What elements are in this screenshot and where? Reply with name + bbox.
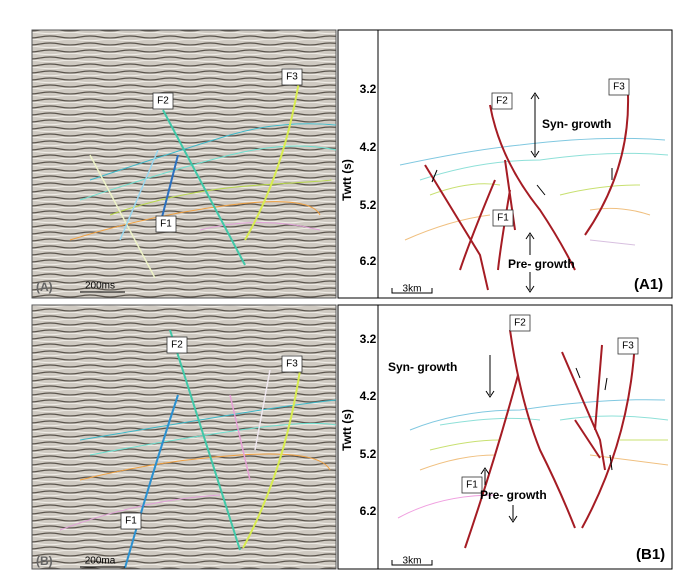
tick-label: 6.2 [360,254,377,268]
fault-label: F2 [514,318,526,329]
panel-b1: Twtt (s) 3.2 4.2 5.2 6.2 F2 F3 F1 Syn- g… [338,305,672,569]
annotation: Pre- growth [508,257,575,271]
fault-label: F3 [622,341,634,352]
fault-label: F1 [160,219,172,230]
panel-label: (B1) [636,546,665,563]
annotation: Syn- growth [542,117,611,131]
fault-label: F2 [157,96,169,107]
fault-label: F3 [613,82,625,93]
fault-label: F1 [497,213,509,224]
panel-label: (A1) [634,276,663,293]
panel-b: F2 F3 F1 200ma (B) [32,305,336,569]
fault-label: F1 [125,516,137,527]
fault-label: F3 [286,72,298,83]
fault-label: F2 [496,96,508,107]
fault-label: F1 [466,480,478,491]
figure: F2 F3 F1 200ms (A) Twtt (s) 3.2 4.2 5.2 … [0,0,680,572]
panel-a1: Twtt (s) 3.2 4.2 5.2 6.2 F2 F3 F1 Syn- g… [338,30,672,298]
scale-label: 3km [403,556,422,567]
tick-label: 4.2 [360,389,377,403]
tick-label: 5.2 [360,198,377,212]
scale-label: 200ms [85,281,115,292]
tick-label: 4.2 [360,140,377,154]
axis-title: Twtt (s) [340,409,354,451]
tick-label: 6.2 [360,504,377,518]
panel-label: (A) [36,280,53,294]
scale-label: 3km [403,284,422,295]
panel-label: (B) [36,554,53,568]
axis-title: Twtt (s) [340,159,354,201]
fault-label: F3 [286,359,298,370]
scale-label: 200ma [85,556,116,567]
panel-a: F2 F3 F1 200ms (A) [32,30,336,298]
fault-label: F2 [171,340,183,351]
tick-label: 3.2 [360,332,377,346]
annotation: Syn- growth [388,360,457,374]
annotation: Pre- growth [480,488,547,502]
tick-label: 5.2 [360,447,377,461]
tick-label: 3.2 [360,82,377,96]
